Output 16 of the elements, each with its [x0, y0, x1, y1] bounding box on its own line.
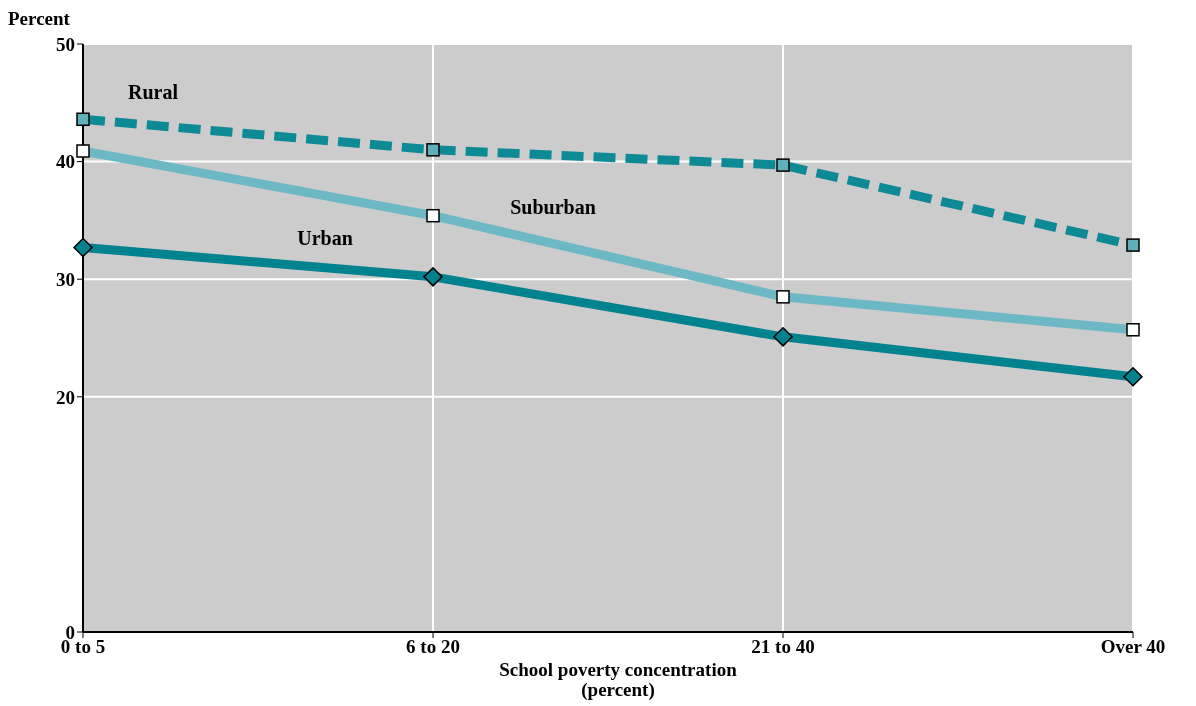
point	[73, 237, 93, 258]
y-tick-label: 30	[56, 268, 75, 290]
y-axis-title: Percent	[8, 8, 70, 30]
x-tick-label: 6 to 20	[406, 636, 460, 658]
y-tick-label: 40	[56, 151, 75, 173]
x-axis-title: School poverty concentration (percent)	[498, 659, 738, 700]
x-tick-label: 21 to 40	[751, 636, 815, 658]
series-label: Suburban	[510, 195, 596, 218]
x-tick-label: Over 40	[1100, 636, 1166, 658]
series-label: Urban	[297, 227, 353, 250]
point	[773, 327, 793, 347]
y-tick-label: 50	[56, 33, 75, 55]
series-label: Rural	[128, 81, 179, 104]
point	[423, 267, 443, 287]
point	[1123, 367, 1143, 387]
y-tick-label: 20	[56, 386, 75, 408]
